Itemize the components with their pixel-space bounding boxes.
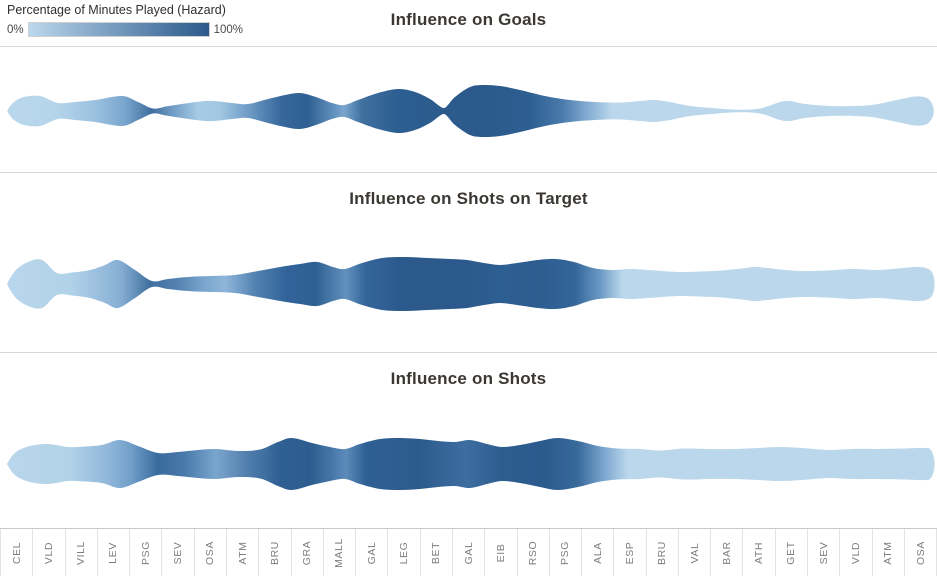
axis-label: GET (785, 540, 798, 565)
axis-label-cell[interactable]: RSO (516, 529, 549, 576)
stream-chart-shots-on-target (7, 257, 935, 311)
stream-mark[interactable] (7, 257, 935, 311)
stream-mark[interactable] (7, 84, 934, 138)
axis-label: ATM (236, 540, 249, 565)
axis-label-cell[interactable]: PSG (129, 529, 161, 576)
axis-label-cell[interactable]: LEG (387, 529, 419, 576)
axis-label: CEL (10, 541, 23, 564)
axis-label-cell[interactable]: BRU (645, 529, 678, 576)
legend-min-label: 0% (7, 23, 24, 36)
axis-label: PSG (559, 540, 572, 565)
x-axis-line (0, 528, 937, 529)
legend-max-label: 100% (213, 23, 244, 36)
axis-label-cell[interactable]: SEV (161, 529, 193, 576)
stream-chart-goals (7, 84, 934, 138)
axis-label: GAL (462, 541, 475, 564)
panel-title-shots-on-target: Influence on Shots on Target (349, 189, 588, 208)
axis-label-cell[interactable]: BET (419, 529, 452, 576)
axis-label-cell[interactable]: VLD (839, 529, 871, 576)
divider (0, 172, 937, 173)
axis-label: BET (430, 541, 443, 564)
axis-label-cell[interactable]: BAR (710, 529, 742, 576)
color-legend: Percentage of Minutes Played (Hazard) 0%… (7, 3, 243, 37)
axis-label: BRU (268, 540, 281, 565)
axis-label: RSO (527, 540, 540, 565)
axis-label-cell[interactable]: VAL (677, 529, 710, 576)
divider (0, 352, 937, 353)
axis-label: PSG (139, 540, 152, 565)
axis-label-cell[interactable]: ALA (581, 529, 613, 576)
axis-label: BAR (720, 540, 733, 565)
divider (0, 46, 937, 47)
axis-label: ESP (623, 541, 636, 564)
axis-label-cell[interactable]: GAL (355, 529, 387, 576)
axis-label: VILL (75, 540, 88, 565)
axis-label-cell[interactable]: VILL (64, 529, 97, 576)
axis-label: EIB (494, 543, 507, 562)
axis-label-cell[interactable]: BRU (258, 529, 290, 576)
legend-gradient-bar[interactable] (27, 22, 210, 37)
axis-label-cell[interactable]: ATH (742, 529, 774, 576)
axis-label-cell[interactable]: VLD (32, 529, 64, 576)
axis-label: MALL (333, 537, 346, 568)
axis-label-cell[interactable]: ATM (225, 529, 258, 576)
axis-label: VLD (42, 541, 55, 564)
panel-title-shots: Influence on Shots (390, 369, 547, 388)
axis-label: VLD (849, 541, 862, 564)
axis-label-cell[interactable]: CEL (0, 529, 32, 576)
axis-label-cell[interactable]: GET (774, 529, 807, 576)
axis-label-cell[interactable]: MALL (322, 529, 355, 576)
axis-label: GAL (365, 541, 378, 564)
axis-label-cell[interactable]: GRA (290, 529, 323, 576)
x-axis-labels: CEL VLD VILL LEV PSG SEV OSA ATM BRU GRA MALL GAL LE… (0, 529, 937, 576)
axis-label: VAL (688, 542, 701, 563)
axis-label: BRU (656, 540, 669, 565)
axis-label: ATM (882, 540, 895, 565)
axis-label: SEV (817, 541, 830, 564)
stream-chart-shots (7, 437, 935, 491)
axis-label: OSA (914, 540, 927, 565)
axis-label-cell[interactable]: OSA (903, 529, 937, 576)
axis-label: OSA (204, 540, 217, 565)
axis-label: SEV (172, 541, 185, 564)
panel-title-goals: Influence on Goals (390, 10, 547, 29)
axis-label-cell[interactable]: SEV (807, 529, 839, 576)
axis-label: GRA (301, 540, 314, 565)
axis-label-cell[interactable]: OSA (193, 529, 226, 576)
legend-title: Percentage of Minutes Played (Hazard) (7, 3, 226, 17)
axis-label-cell[interactable]: LEV (96, 529, 129, 576)
axis-label: ATH (753, 541, 766, 564)
axis-label-cell[interactable]: ESP (613, 529, 645, 576)
axis-label-cell[interactable]: PSG (548, 529, 581, 576)
axis-label: LEG (398, 541, 411, 564)
axis-label-cell[interactable]: ATM (871, 529, 904, 576)
axis-label-cell[interactable]: EIB (484, 529, 516, 576)
stream-mark[interactable] (7, 437, 935, 491)
axis-label-cell[interactable]: GAL (451, 529, 484, 576)
axis-label: ALA (591, 541, 604, 564)
axis-label: LEV (107, 541, 120, 564)
